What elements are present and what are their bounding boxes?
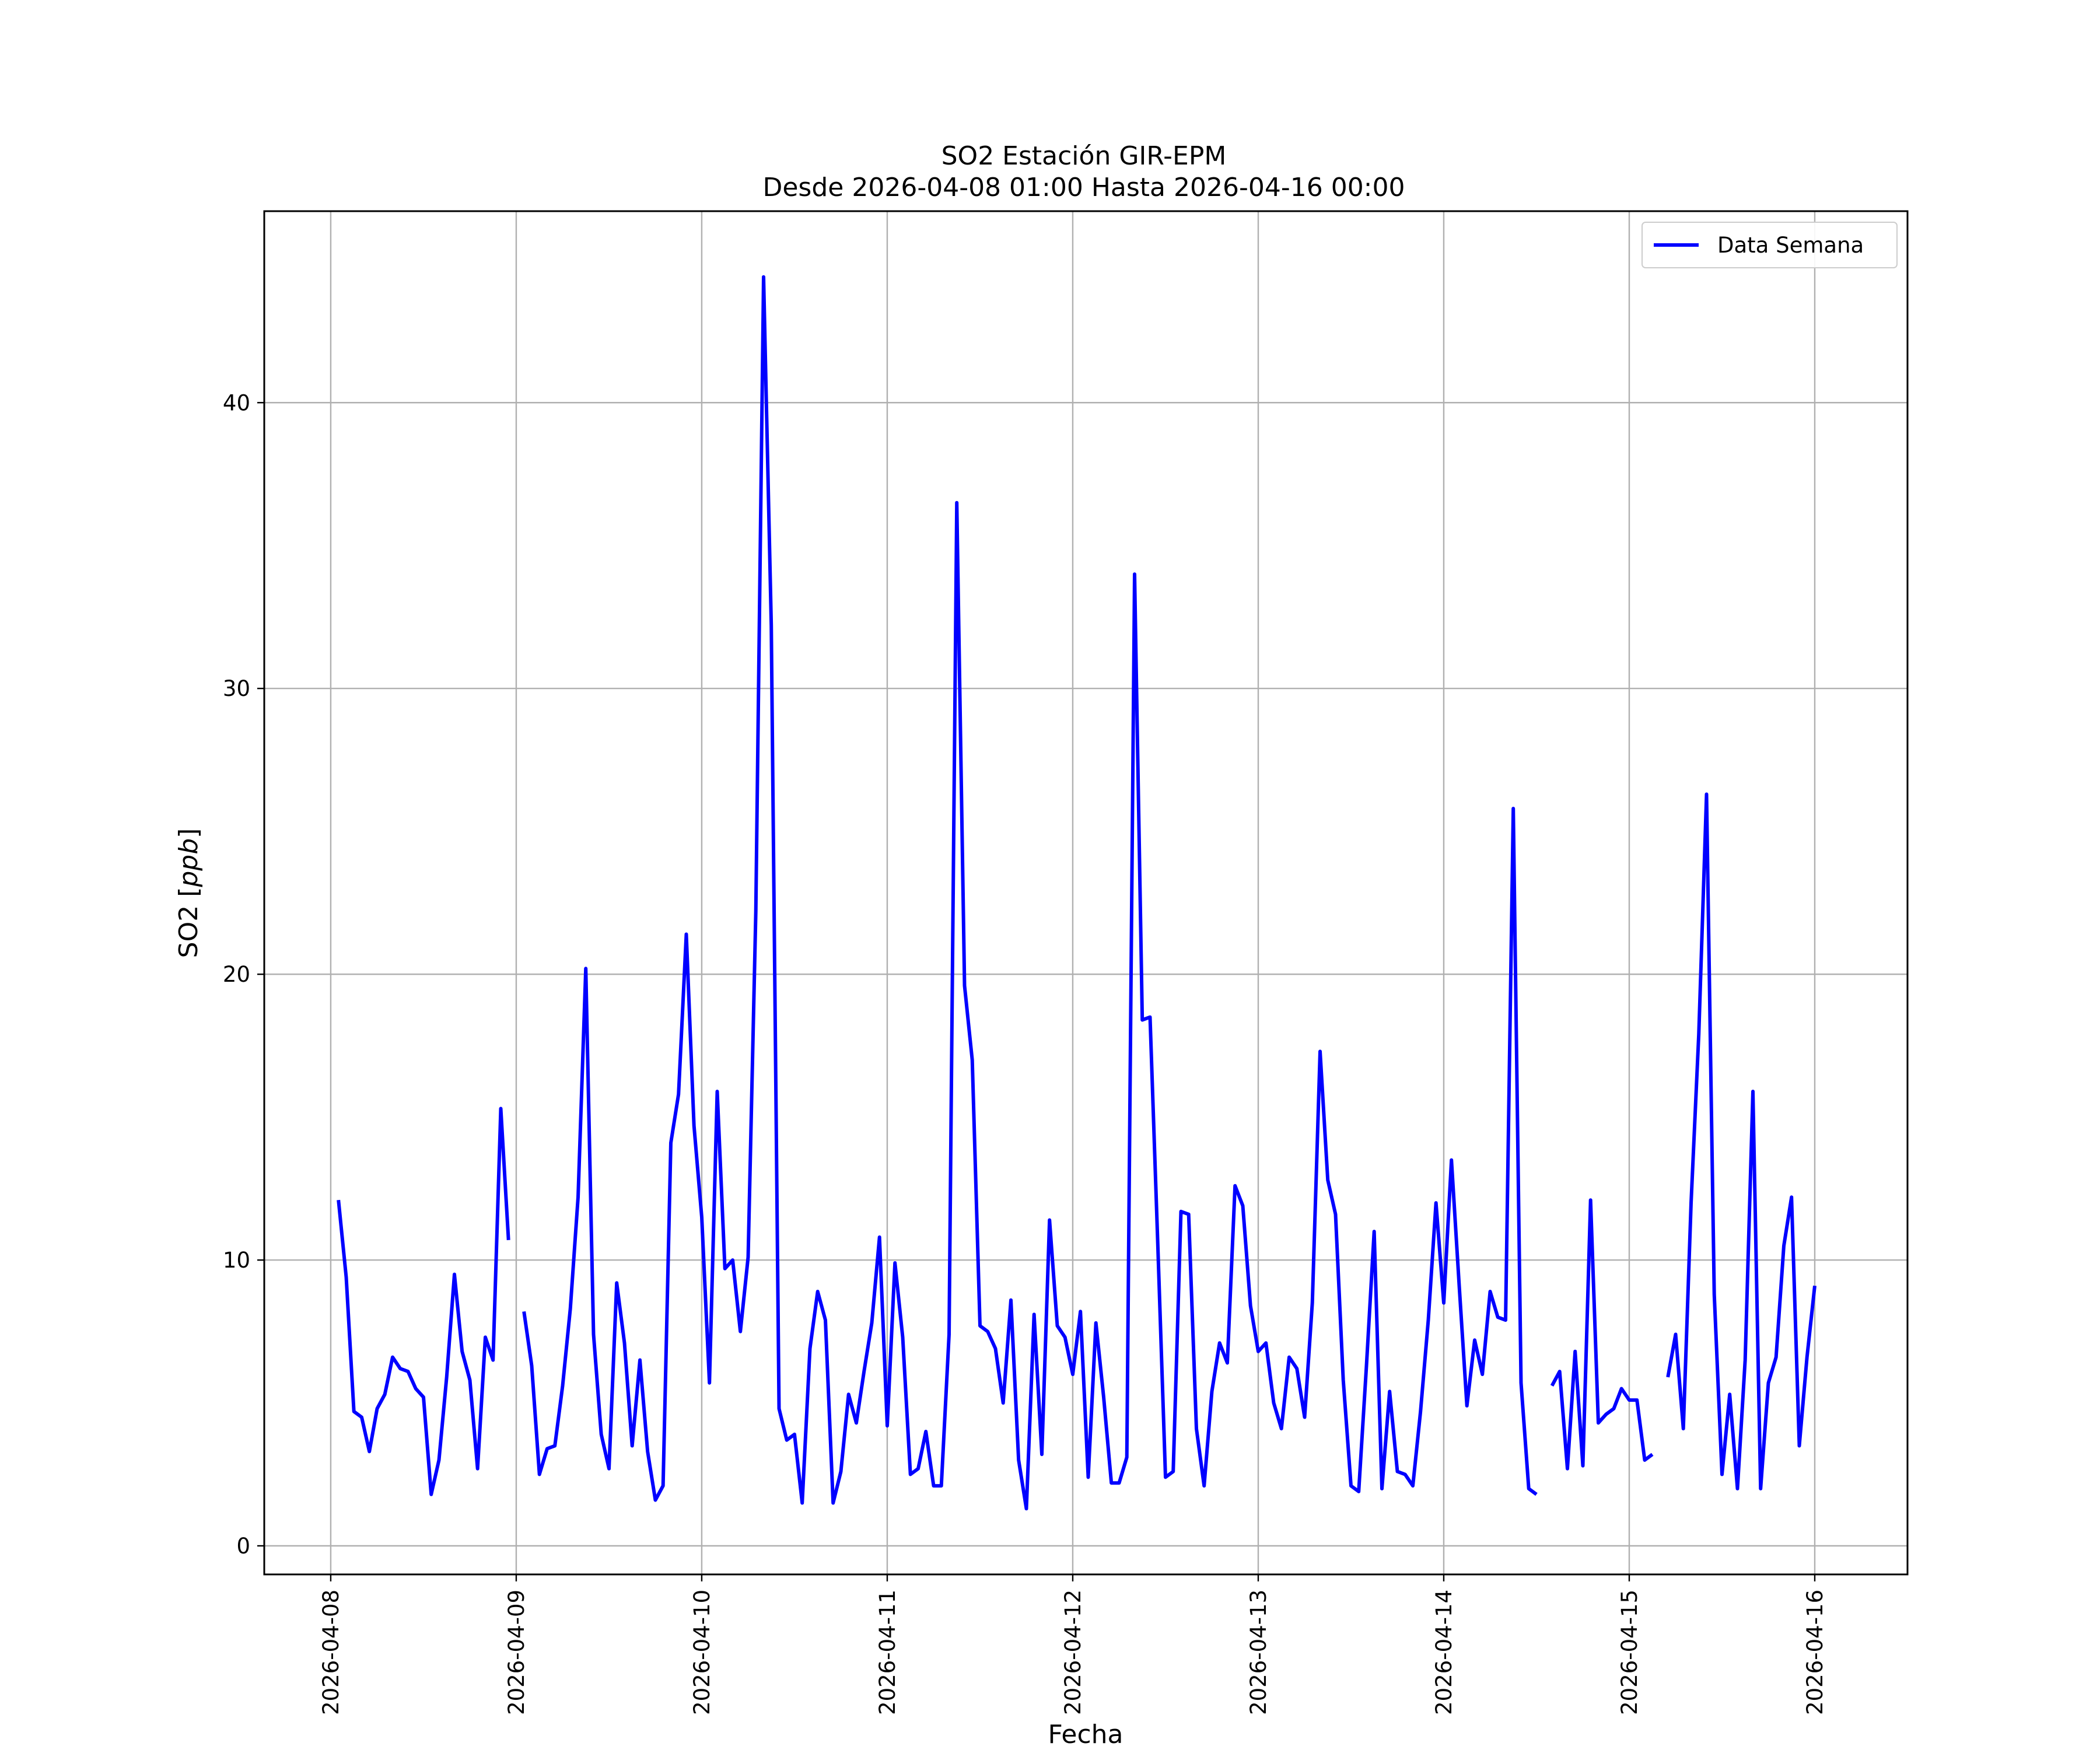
legend-box (1642, 222, 1898, 268)
plot-area-frame (263, 210, 1909, 1576)
legend: Data Semana (1642, 222, 1898, 268)
x-tick-label: 2026-04-14 (1432, 1590, 1457, 1715)
x-axis-ticks: 2026-04-08 2026-04-09 2026-04-10 2026-04-11… (318, 1574, 1828, 1715)
y-axis-label-end: ] (174, 828, 204, 838)
x-tick-label: 2026-04-13 (1246, 1590, 1271, 1715)
y-axis-label: SO2 [ppb] (174, 828, 204, 958)
series-line-data-semana-segment-1 (337, 1107, 510, 1496)
y-tick-label: 10 (223, 1248, 250, 1273)
x-tick-label: 2026-04-11 (875, 1590, 900, 1715)
y-tick-label: 30 (223, 676, 250, 701)
chart-subtitle: Desde 2026-04-08 01:00 Hasta 2026-04-16 … (762, 173, 1405, 202)
legend-label-data-semana: Data Semana (1717, 233, 1864, 258)
y-gridlines (264, 402, 1908, 1547)
x-tick-label: 2026-04-15 (1617, 1590, 1642, 1715)
y-tick-label: 0 (236, 1534, 250, 1559)
series-line-data-semana-segment-2 (522, 275, 1538, 1511)
series-layer (337, 275, 1817, 1511)
y-axis-label-unit: ppb (174, 838, 204, 888)
x-gridlines (330, 211, 1816, 1574)
series-line-data-semana-segment-4 (1666, 792, 1817, 1490)
chart-title: SO2 Estación GIR-EPM (942, 141, 1227, 171)
y-axis-label-main: SO2 [ (174, 887, 204, 958)
x-tick-label: 2026-04-09 (504, 1590, 529, 1715)
x-axis-label: Fecha (1048, 1720, 1123, 1749)
series-line-data-semana-segment-3 (1550, 1198, 1654, 1471)
y-tick-label: 40 (223, 390, 250, 415)
y-tick-label: 20 (223, 962, 250, 987)
y-axis-ticks: 0 10 20 30 40 (223, 390, 264, 1559)
x-tick-label: 2026-04-10 (690, 1590, 715, 1715)
x-tick-label: 2026-04-16 (1803, 1590, 1828, 1715)
x-tick-label: 2026-04-08 (318, 1590, 344, 1715)
x-tick-label: 2026-04-12 (1060, 1590, 1086, 1715)
